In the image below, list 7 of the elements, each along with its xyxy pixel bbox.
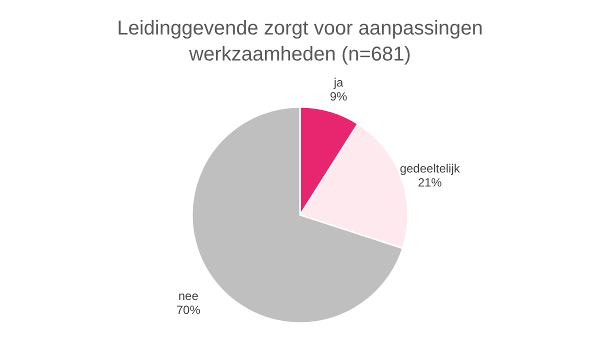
data-label: 21% bbox=[418, 175, 442, 190]
data-label: 9% bbox=[330, 89, 348, 104]
slice-label: ja bbox=[332, 75, 344, 90]
slice-label: gedeeltelijk bbox=[400, 161, 461, 176]
slice-label: nee bbox=[178, 289, 199, 304]
chart-title: Leidinggevende zorgt voor aanpassingen werkzaamheden (n=681) bbox=[117, 17, 483, 66]
data-label: 70% bbox=[176, 303, 201, 318]
